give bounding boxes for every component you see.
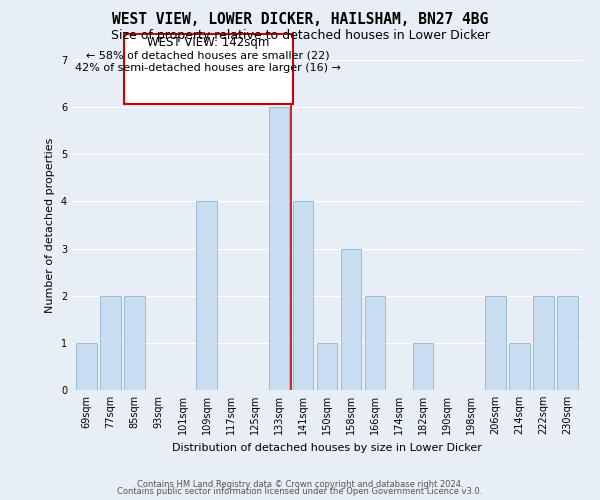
Text: Contains HM Land Registry data © Crown copyright and database right 2024.: Contains HM Land Registry data © Crown c…	[137, 480, 463, 489]
Bar	[76, 343, 97, 390]
Bar	[269, 107, 289, 390]
Bar	[100, 296, 121, 390]
Text: WEST VIEW: 142sqm: WEST VIEW: 142sqm	[147, 36, 269, 49]
Bar	[317, 343, 337, 390]
Bar	[293, 202, 313, 390]
Bar	[509, 343, 530, 390]
X-axis label: Distribution of detached houses by size in Lower Dicker: Distribution of detached houses by size …	[172, 442, 482, 452]
Bar	[124, 296, 145, 390]
Bar	[124, 34, 293, 104]
Bar	[557, 296, 578, 390]
Bar	[533, 296, 554, 390]
Text: WEST VIEW, LOWER DICKER, HAILSHAM, BN27 4BG: WEST VIEW, LOWER DICKER, HAILSHAM, BN27 …	[112, 12, 488, 28]
Bar	[485, 296, 506, 390]
Bar	[196, 202, 217, 390]
Bar	[365, 296, 385, 390]
Bar	[341, 248, 361, 390]
Bar	[413, 343, 433, 390]
Text: ← 58% of detached houses are smaller (22): ← 58% of detached houses are smaller (22…	[86, 50, 330, 60]
Y-axis label: Number of detached properties: Number of detached properties	[46, 138, 55, 312]
Text: Size of property relative to detached houses in Lower Dicker: Size of property relative to detached ho…	[110, 29, 490, 42]
Text: Contains public sector information licensed under the Open Government Licence v3: Contains public sector information licen…	[118, 487, 482, 496]
Text: 42% of semi-detached houses are larger (16) →: 42% of semi-detached houses are larger (…	[76, 64, 341, 74]
